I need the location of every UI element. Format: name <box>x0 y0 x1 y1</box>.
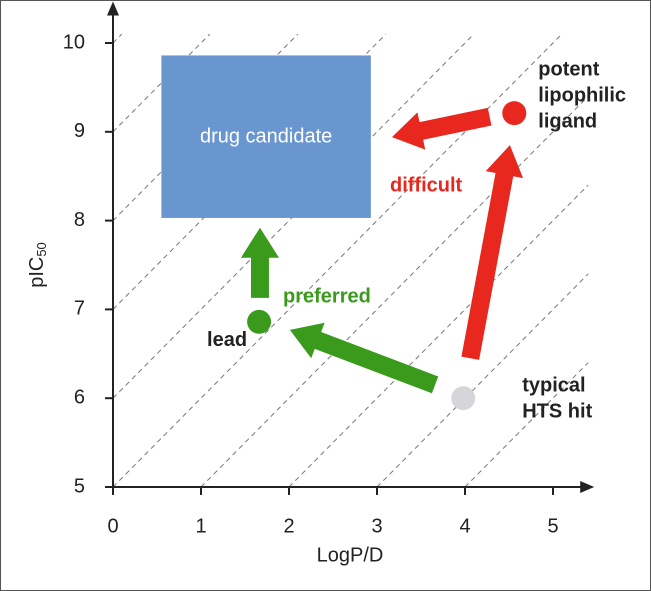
region-label: drug candidate <box>200 126 332 148</box>
annotation: preferred <box>283 285 371 307</box>
point <box>451 386 476 411</box>
y-tick-label: 5 <box>74 475 85 497</box>
annotation: difficult <box>390 174 463 196</box>
x-tick-label: 5 <box>547 515 558 537</box>
point-label: potent <box>538 58 599 80</box>
y-axis-label-main: pIC <box>26 257 48 288</box>
point-label: lead <box>207 329 247 351</box>
y-tick-label: 7 <box>74 298 85 320</box>
x-tick-label: 0 <box>107 515 118 537</box>
point-label: lipophilic <box>538 84 626 106</box>
point-label: HTS hit <box>522 400 592 422</box>
diagonal-line <box>112 33 123 44</box>
y-tick-label: 9 <box>74 120 85 142</box>
arrow <box>391 107 492 150</box>
x-axis-arrow <box>580 481 595 493</box>
x-tick-label: 3 <box>371 515 382 537</box>
diagonal-line <box>112 33 211 133</box>
diagonal-line <box>288 184 589 488</box>
point <box>502 101 527 126</box>
y-tick-label: 10 <box>63 31 85 53</box>
y-tick-label: 6 <box>74 386 85 408</box>
y-axis-arrow <box>107 1 119 16</box>
arrow <box>240 227 279 298</box>
region <box>161 55 371 218</box>
diagonal-line <box>464 362 589 488</box>
point-label: typical <box>522 374 585 396</box>
x-tick-label: 2 <box>283 515 294 537</box>
arrow <box>289 322 439 394</box>
arrow <box>461 145 524 360</box>
y-tick-label: 8 <box>74 209 85 231</box>
x-tick-label: 4 <box>459 515 470 537</box>
x-axis-label: LogP/D <box>317 544 384 566</box>
x-tick-label: 1 <box>195 515 206 537</box>
y-axis-label-sub: 50 <box>34 242 49 256</box>
point <box>247 309 272 334</box>
point-label: ligand <box>538 110 597 132</box>
y-axis-label: pIC50 <box>26 242 49 288</box>
diagonal-line <box>200 95 589 488</box>
